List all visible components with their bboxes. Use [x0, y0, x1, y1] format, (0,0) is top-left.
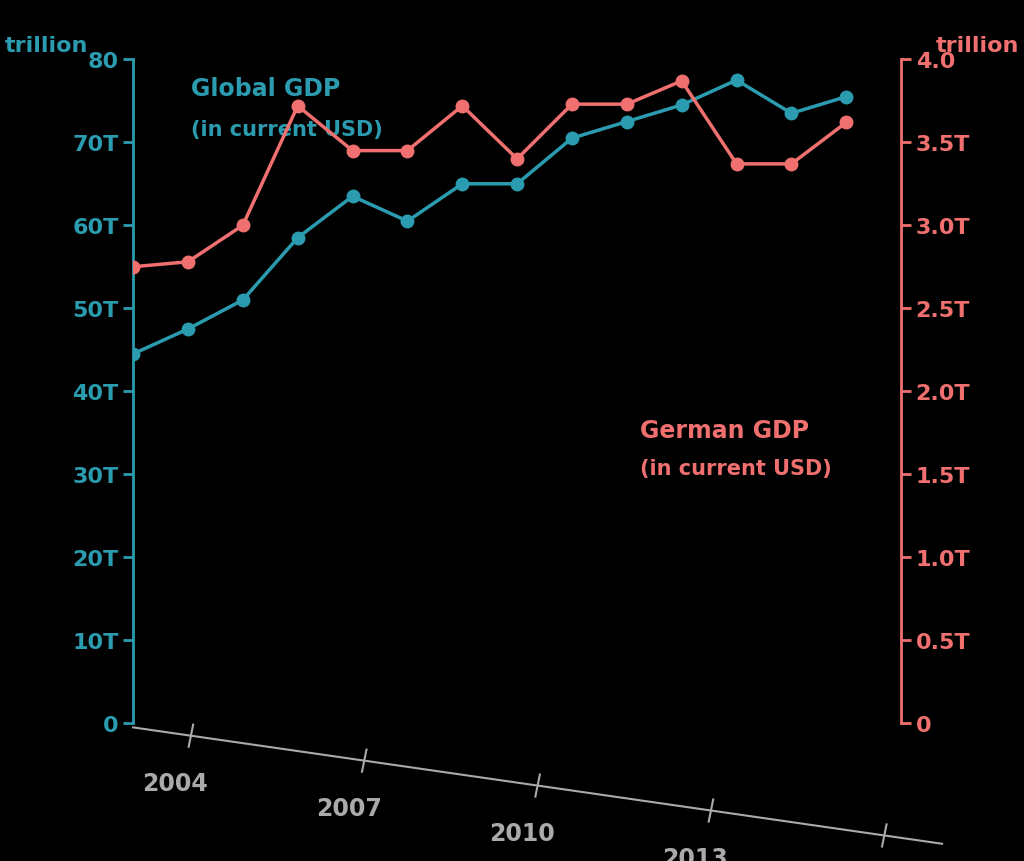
Text: 2007: 2007 — [315, 796, 382, 820]
Text: trillion: trillion — [4, 36, 88, 56]
Text: Global GDP: Global GDP — [190, 77, 340, 101]
Text: 2010: 2010 — [489, 821, 555, 845]
Text: (in current USD): (in current USD) — [190, 120, 383, 140]
Text: 2013: 2013 — [663, 846, 728, 861]
Text: (in current USD): (in current USD) — [640, 458, 831, 478]
Text: 2004: 2004 — [142, 771, 208, 795]
Text: trillion: trillion — [936, 36, 1020, 56]
Text: German GDP: German GDP — [640, 418, 809, 443]
